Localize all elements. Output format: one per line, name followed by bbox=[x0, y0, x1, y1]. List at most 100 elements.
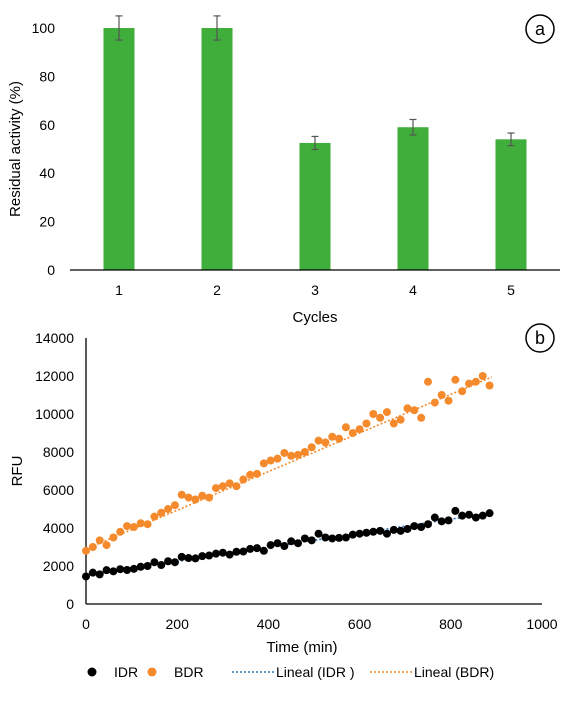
data-point bbox=[335, 533, 344, 542]
data-point bbox=[485, 509, 494, 518]
panel-label-a: a bbox=[525, 14, 555, 44]
data-point bbox=[164, 505, 173, 513]
data-point bbox=[355, 529, 364, 538]
legend-label: Lineal (IDR ) bbox=[276, 664, 355, 680]
y-tick-label: 0 bbox=[47, 262, 55, 278]
data-point bbox=[259, 546, 268, 555]
data-point bbox=[437, 517, 446, 526]
data-point bbox=[218, 482, 227, 491]
data-point bbox=[280, 542, 289, 551]
data-point bbox=[382, 408, 391, 417]
data-point bbox=[225, 479, 234, 488]
data-point bbox=[328, 534, 337, 543]
y-tick-label: 40 bbox=[39, 165, 55, 181]
bar-1 bbox=[103, 28, 135, 270]
data-point bbox=[389, 419, 398, 428]
data-point bbox=[396, 526, 405, 535]
data-point bbox=[205, 551, 214, 560]
data-point bbox=[369, 410, 378, 418]
x-tick-label: 600 bbox=[348, 616, 372, 632]
data-point bbox=[266, 541, 275, 550]
y-axis-title: Residual activity (%) bbox=[7, 81, 24, 217]
data-point bbox=[116, 527, 125, 536]
error-bar-4 bbox=[409, 118, 417, 136]
data-point bbox=[164, 557, 173, 566]
x-tick-label: 800 bbox=[439, 616, 463, 632]
data-point bbox=[280, 448, 289, 457]
data-point bbox=[116, 565, 125, 574]
data-point bbox=[191, 495, 200, 504]
x-tick-labels: 0 200 400 600 800 1000 bbox=[82, 616, 558, 632]
data-point bbox=[246, 470, 255, 479]
data-point bbox=[143, 520, 152, 529]
data-point bbox=[355, 425, 364, 434]
data-point bbox=[403, 404, 412, 413]
y-tick-label: 80 bbox=[39, 68, 55, 84]
error-bar-2 bbox=[213, 15, 221, 41]
data-point bbox=[444, 516, 453, 525]
data-point bbox=[465, 379, 474, 388]
data-point bbox=[88, 568, 97, 577]
data-point bbox=[170, 501, 179, 510]
data-point bbox=[109, 567, 118, 576]
bar-series bbox=[103, 28, 527, 270]
scatter-chart-panel: 0 2000 4000 6000 8000 10000 12000 14000 0 200 400… bbox=[9, 323, 558, 680]
data-point bbox=[430, 513, 439, 522]
error-bar-3 bbox=[311, 135, 319, 151]
data-point bbox=[478, 372, 487, 380]
panel-label-text: a bbox=[535, 19, 546, 39]
panel-label-circle bbox=[525, 323, 555, 353]
data-point bbox=[150, 512, 159, 521]
data-point bbox=[184, 493, 193, 502]
legend: IDR BDR Lineal (IDR ) Lineal (BDR) bbox=[87, 664, 494, 680]
series-bdr bbox=[82, 372, 494, 555]
data-point bbox=[239, 547, 248, 556]
data-point bbox=[451, 375, 460, 384]
legend-swatch bbox=[147, 667, 157, 677]
data-point bbox=[157, 561, 166, 570]
series-idr bbox=[82, 506, 494, 581]
data-point bbox=[225, 550, 234, 559]
data-point bbox=[417, 523, 426, 532]
data-point bbox=[471, 377, 480, 386]
data-point bbox=[417, 413, 426, 422]
data-point bbox=[184, 554, 193, 563]
x-axis-title: Time (min) bbox=[266, 639, 337, 656]
data-point bbox=[389, 525, 398, 534]
data-point bbox=[136, 562, 145, 571]
bar-chart-panel: 0 20 40 60 80 100 1 2 3 4 5 Cycles Residual activ… bbox=[7, 14, 560, 326]
data-point bbox=[300, 448, 309, 456]
data-point bbox=[205, 493, 214, 502]
data-point bbox=[341, 533, 350, 542]
data-point bbox=[410, 522, 419, 531]
data-point bbox=[129, 523, 138, 532]
data-point bbox=[259, 459, 268, 468]
data-point bbox=[211, 549, 220, 558]
data-point bbox=[82, 546, 90, 555]
data-point bbox=[300, 534, 309, 543]
bar-5 bbox=[495, 139, 527, 270]
data-point bbox=[451, 506, 460, 515]
data-point bbox=[239, 475, 248, 484]
panel-label-text: b bbox=[535, 328, 545, 348]
legend-label: IDR bbox=[114, 664, 138, 680]
data-point bbox=[123, 522, 132, 531]
data-point bbox=[465, 510, 474, 519]
data-point bbox=[341, 423, 350, 432]
data-point bbox=[218, 548, 227, 557]
panel-label-circle bbox=[525, 14, 555, 44]
y-tick-label: 8000 bbox=[43, 444, 74, 460]
data-point bbox=[471, 513, 480, 522]
data-point bbox=[123, 565, 132, 574]
y-tick-labels: 0 2000 4000 6000 8000 10000 12000 14000 bbox=[35, 330, 74, 612]
data-point bbox=[444, 396, 453, 405]
data-point bbox=[102, 566, 111, 575]
data-point bbox=[410, 406, 419, 415]
data-point bbox=[95, 536, 104, 545]
data-point bbox=[376, 413, 385, 422]
data-point bbox=[403, 524, 412, 533]
x-tick-label: 3 bbox=[311, 282, 319, 298]
data-point bbox=[307, 536, 316, 545]
data-point bbox=[458, 387, 467, 396]
